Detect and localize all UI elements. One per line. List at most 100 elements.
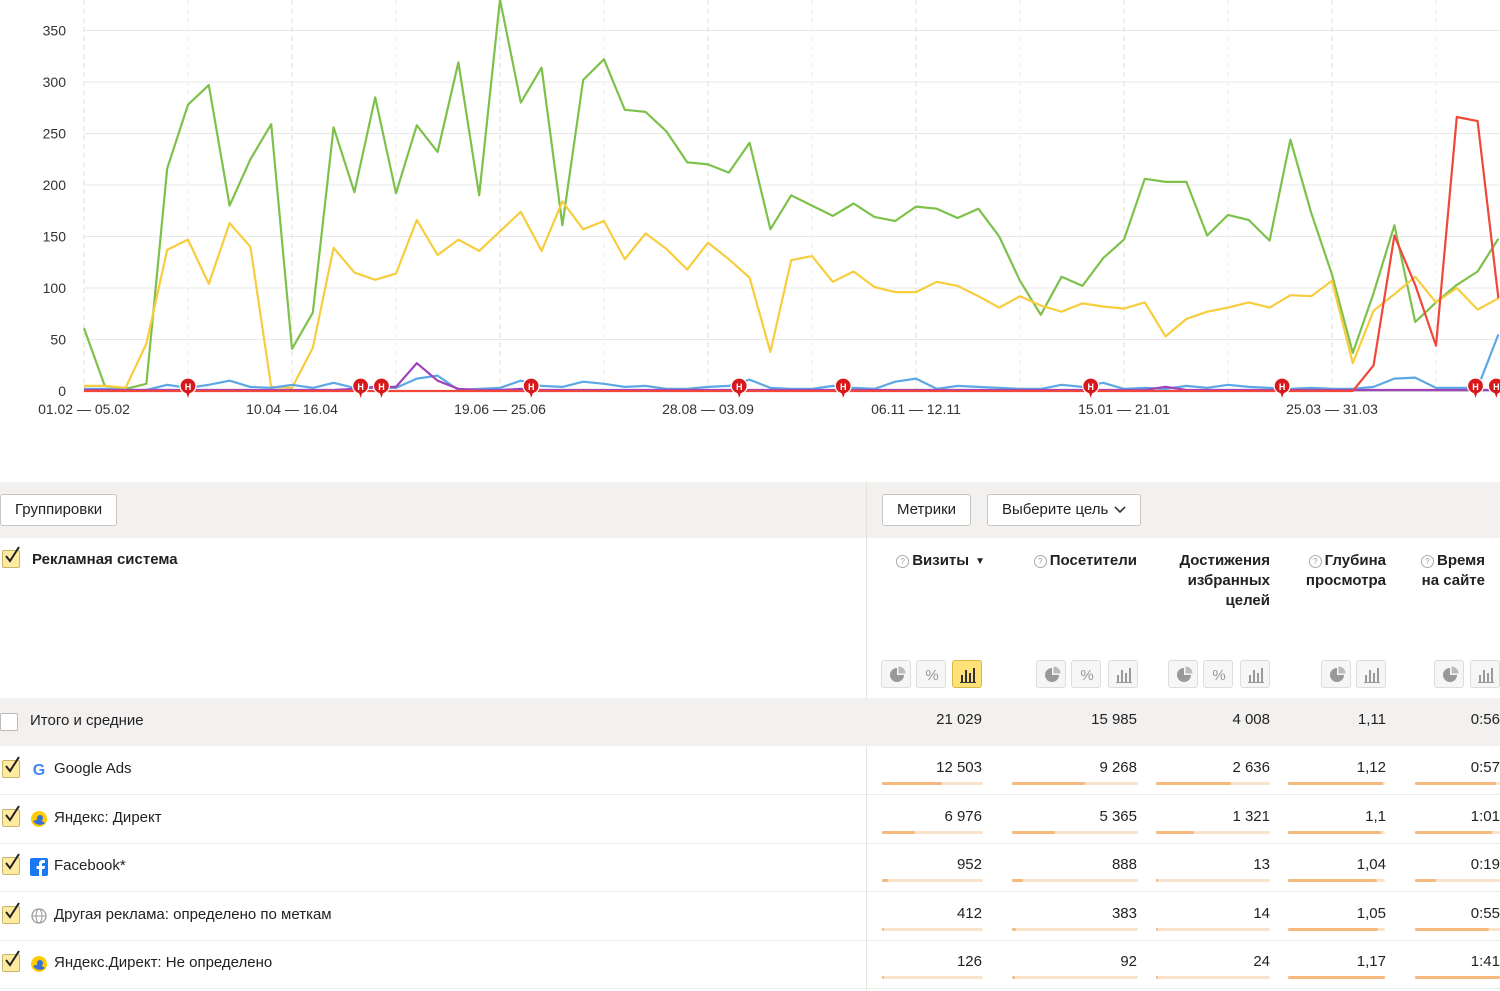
y-tick-label: 0 [58,383,66,399]
view-mode-pct-button[interactable]: % [1203,660,1233,688]
metric-header[interactable]: Достижения избранных целей [1179,551,1270,611]
groupings-button[interactable]: Группировки [0,494,118,526]
metric-header[interactable]: ? Визиты ▼ [896,551,985,572]
select-all-checkbox[interactable] [2,546,20,568]
row-checkbox[interactable] [2,853,20,875]
row-value: 13 [1253,856,1270,873]
row-label[interactable]: Яндекс.Директ: Не определено [54,954,273,971]
total-value: 15 985 [1091,711,1137,728]
goal-select[interactable]: Выберите цель [987,494,1142,526]
note-marker-pin [179,377,197,402]
view-mode-bars-button[interactable] [952,660,982,688]
svg-text:%: % [1080,667,1093,684]
note-marker[interactable]: Н [834,377,852,402]
share-bar-fill [1415,830,1492,834]
row-value: 5 365 [1099,807,1137,825]
google-icon: G [33,762,45,779]
share-bar [1415,782,1500,785]
help-icon[interactable]: ? [1033,555,1047,568]
bar-chart-icon [960,668,976,683]
y-tick-label: 100 [43,280,67,296]
view-mode-pct-button[interactable]: % [916,660,946,688]
percent-icon: % [1080,667,1093,684]
y-tick-label: 300 [43,74,67,90]
view-mode-pct-button[interactable]: % [1071,660,1101,688]
row-checkbox[interactable] [2,756,20,778]
row-label[interactable]: Другая реклама: определено по меткам [54,905,332,923]
share-bar [1156,976,1270,979]
dimension-header[interactable]: Рекламная система [32,551,178,568]
row-value: 1,04 [1356,856,1386,873]
note-marker-label: Н [840,382,847,392]
view-mode-bars-button[interactable] [1356,660,1386,688]
total-value: 4 008 [1232,711,1270,728]
note-marker[interactable]: Н [1466,377,1485,402]
percent-icon: % [925,667,938,684]
note-marker[interactable]: Н [352,377,370,402]
table-row[interactable]: Яндекс.Директ: Не определено 126 92 24 1,17 1… [0,940,1500,989]
note-marker[interactable]: Н [372,377,391,402]
help-icon[interactable]: ? [896,555,910,568]
x-tick-label: 28.08 — 03.09 [662,401,754,417]
metric-header[interactable]: ? Глубина просмотра [1306,551,1386,591]
view-mode-pie-button[interactable] [1036,660,1066,688]
share-bar-fill [1288,927,1379,931]
share-bar [882,782,983,785]
view-mode-bars-button[interactable] [1108,660,1138,688]
row-checkbox[interactable] [2,804,20,827]
share-bar-fill [1012,782,1086,785]
metric-header[interactable]: ? Время на сайте [1421,551,1485,591]
table-row[interactable]: G Google Ads 12 503 9 268 2 636 1,12 0:57 [0,746,1500,795]
row-value: 9 268 [1099,759,1137,776]
row-checkbox[interactable] [2,950,20,972]
bar-chart-icon [1248,668,1264,683]
metrics-button[interactable]: Метрики [882,494,972,526]
view-mode-pie-button[interactable] [1168,660,1198,688]
view-mode-pie-button[interactable] [881,660,911,688]
metric-header-text: избранных [1187,572,1270,589]
y-tick-label: 150 [43,229,67,245]
svg-text:%: % [1212,667,1225,684]
help-icon[interactable]: ? [1308,555,1322,568]
sort-desc-icon[interactable]: ▼ [975,556,985,567]
table-row[interactable]: Facebook* 952 888 13 1,04 0:19 [0,843,1500,892]
note-marker-pin [1273,377,1291,402]
row-label[interactable]: Facebook* [54,857,126,874]
chart-series [82,0,1500,393]
x-tick-label: 25.03 — 31.03 [1286,401,1378,417]
share-bar [1156,830,1270,834]
share-bar-fill [882,976,885,979]
note-marker[interactable]: Н [1487,377,1500,402]
view-mode-bars-button[interactable] [1470,660,1500,688]
percent-icon: % [1212,667,1225,684]
note-marker-label: Н [528,382,535,392]
table-row[interactable]: Яндекс: Директ 6 976 5 365 1 321 1,1 1:01 [0,795,1500,844]
checkmark-icon [5,853,20,870]
x-tick-label: 06.11 — 12.11 [871,401,961,417]
row-checkbox[interactable] [2,901,20,924]
share-bar-fill [1415,782,1496,785]
note-marker[interactable]: Н [522,377,540,402]
share-bar-fill [1415,879,1437,882]
x-tick-label: 19.06 — 25.06 [454,401,546,417]
note-marker[interactable]: Н [1082,377,1100,402]
view-mode-bars-button[interactable] [1240,660,1270,688]
total-checkbox[interactable] [0,713,18,731]
bar-chart-icon [1116,668,1132,683]
metric-header-text: Визиты [912,552,970,569]
checkmark-icon [5,756,20,773]
share-bar-fill [1156,927,1159,931]
note-marker[interactable]: Н [179,377,197,402]
note-marker[interactable]: Н [1273,377,1291,402]
help-icon[interactable]: ? [1421,555,1434,568]
view-mode-pie-button[interactable] [1434,660,1464,688]
row-label[interactable]: Яндекс: Директ [54,808,162,826]
metric-header-text: на сайте [1421,572,1485,589]
metric-header[interactable]: ? Посетители [1033,551,1137,571]
note-marker[interactable]: Н [730,377,748,402]
view-mode-pie-button[interactable] [1321,660,1351,688]
table-row[interactable]: Другая реклама: определено по меткам 412 3… [0,892,1500,941]
row-label[interactable]: Google Ads [54,760,132,777]
total-label: Итого и средние [30,712,144,729]
row-value: 126 [956,953,982,970]
